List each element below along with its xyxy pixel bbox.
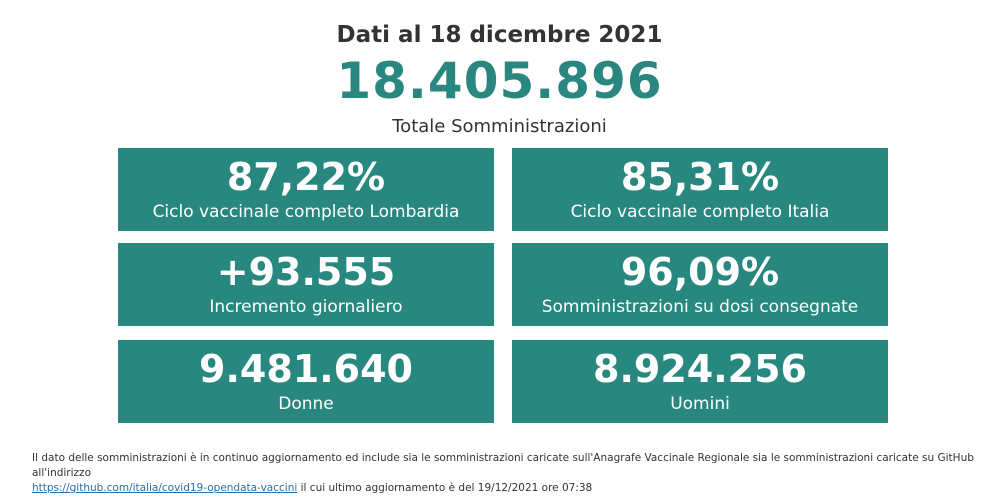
total-administrations-value: 18.405.896 (336, 52, 663, 110)
card-value: 87,22% (226, 155, 386, 199)
card-value: 8.924.256 (593, 347, 807, 391)
card-value: 96,09% (620, 250, 780, 294)
card-label: Uomini (670, 394, 730, 414)
total-administrations-label: Totale Somministrazioni (392, 116, 607, 137)
card-value: +93.555 (216, 250, 396, 294)
card-daily-increment: +93.555 Incremento giornaliero (118, 243, 494, 326)
card-value: 9.481.640 (199, 347, 413, 391)
card-label: Incremento giornaliero (209, 297, 403, 317)
card-women: 9.481.640 Donne (118, 340, 494, 423)
card-label: Somministrazioni su dosi consegnate (541, 297, 859, 317)
card-value: 85,31% (620, 155, 780, 199)
footnote-update-text: il cui ultimo aggiornamento è del 19/12/… (297, 482, 593, 494)
card-administered-vs-delivered: 96,09% Somministrazioni su dosi consegna… (512, 243, 888, 326)
card-full-cycle-lombardia: 87,22% Ciclo vaccinale completo Lombardi… (118, 148, 494, 231)
card-label: Ciclo vaccinale completo Lombardia (152, 202, 460, 222)
date-title: Dati al 18 dicembre 2021 (336, 22, 663, 48)
footnote: Il dato delle somministrazioni è in cont… (32, 451, 982, 496)
github-link[interactable]: https://github.com/italia/covid19-openda… (32, 482, 298, 494)
footnote-text: Il dato delle somministrazioni è in cont… (32, 452, 974, 479)
card-label: Ciclo vaccinale completo Italia (570, 202, 830, 222)
card-label: Donne (278, 394, 334, 414)
card-men: 8.924.256 Uomini (512, 340, 888, 423)
card-full-cycle-italia: 85,31% Ciclo vaccinale completo Italia (512, 148, 888, 231)
